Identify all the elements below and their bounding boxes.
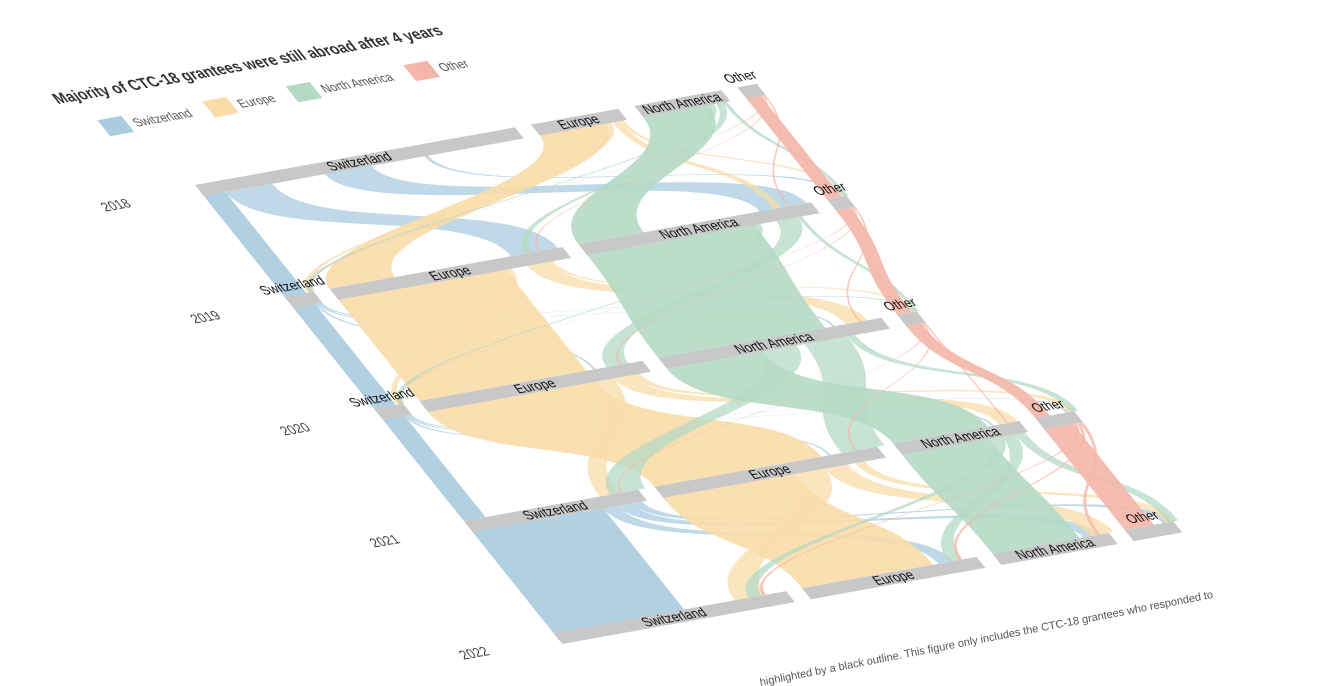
flow [317,303,835,327]
flow [798,216,919,312]
flow [722,101,849,197]
flow [395,223,763,405]
node [992,533,1118,565]
legend-swatch [202,97,240,118]
flow [338,269,587,401]
flow [906,323,1050,419]
flow [383,416,486,521]
flow [619,120,848,197]
legend-swatch [97,115,135,137]
flow [203,192,307,297]
flow [306,104,717,293]
node [419,360,652,412]
chart-plane: Majority of CTC-18 grantees were still a… [48,22,1183,662]
node-label: Europe [745,461,795,482]
node [329,247,572,300]
node [553,591,795,644]
node [1035,411,1083,430]
flow [727,468,833,601]
flow [304,122,614,293]
flow [847,335,1078,412]
node-label: Other [719,67,760,86]
flow [847,322,931,451]
node [634,90,731,117]
legend-label: Europe [233,91,279,110]
flow [745,436,1006,598]
node [578,202,820,256]
flow [663,474,933,589]
node [802,556,986,600]
year-label: 2019 [186,307,224,326]
flow [472,508,685,633]
node-label: Other [879,294,920,313]
flow [1079,422,1101,536]
year-label: 2021 [365,531,403,550]
node [195,127,524,196]
node-label: Europe [510,375,560,396]
flow [326,123,609,289]
flow [391,268,518,405]
flows [203,94,1179,633]
flow [804,336,885,453]
flow [225,183,558,257]
flow [617,322,926,493]
node-label: Other [1121,507,1162,526]
flow [764,94,790,207]
flow [398,207,855,405]
legend-swatch [403,60,441,82]
flow [409,398,1068,430]
flow [902,438,1080,554]
node [827,195,856,211]
node [1124,521,1183,542]
node [530,108,627,136]
flow [759,423,1080,596]
node-label: Other [809,179,850,198]
flow [428,381,822,487]
year-label: 2020 [276,419,314,438]
node-label: Other [1027,396,1068,415]
flow [616,207,858,365]
flow [606,345,801,495]
flow [612,121,782,209]
node [737,83,766,99]
legend-label: Switzerland [129,106,196,129]
flow [923,322,1009,424]
flow [308,95,765,293]
flow [941,434,1023,562]
legend-label: North America [317,70,398,96]
year-label: 2018 [97,195,135,214]
node [374,403,413,420]
flow [324,165,807,212]
flow [1044,423,1155,531]
legend-label: Other [435,56,474,74]
flow [587,378,627,497]
flow [535,95,768,252]
node-label: Europe [425,262,475,283]
flow [746,95,842,200]
flow [632,501,1173,524]
legend-swatch [285,81,323,103]
flow [846,206,868,322]
flow [835,207,912,315]
flow [320,296,915,319]
flow [953,422,1085,560]
node [897,311,926,326]
node-label: Europe [554,111,604,132]
footnote: highlighted by a black outline. This fig… [759,589,1214,686]
flow [521,102,727,254]
year-label: 2022 [455,643,493,662]
node [893,421,1029,455]
node [284,291,323,308]
flow [293,304,397,409]
node-label: Europe [868,567,918,588]
flow [602,217,803,368]
node [658,317,891,369]
node [463,489,648,532]
node [654,446,887,498]
